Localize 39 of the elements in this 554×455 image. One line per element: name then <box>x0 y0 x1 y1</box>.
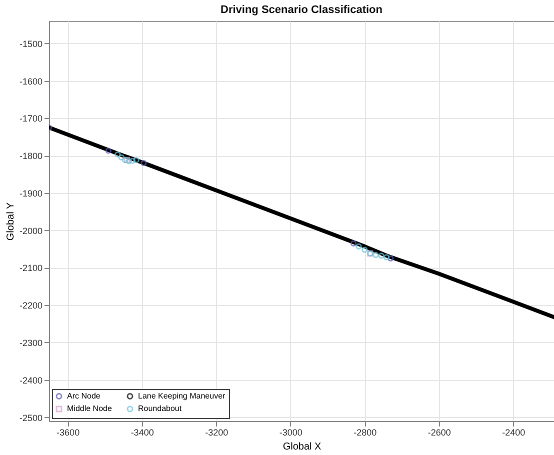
legend-label: Arc Node <box>67 391 101 400</box>
legend-label: Lane Keeping Maneuver <box>138 391 226 400</box>
point <box>140 160 147 166</box>
y-tick-label: -2400 <box>19 375 42 386</box>
line-series <box>49 126 554 320</box>
point <box>383 254 390 260</box>
y-tick-label: -1800 <box>19 151 42 162</box>
x-tick-label: -2600 <box>428 428 451 438</box>
point <box>362 246 368 253</box>
point <box>388 255 394 262</box>
y-axis-title: Global Y <box>5 202 16 241</box>
point <box>105 148 112 154</box>
point <box>372 252 379 258</box>
point <box>356 243 362 250</box>
x-tick-label: -3200 <box>205 428 228 438</box>
y-tick-label: -1900 <box>19 188 42 198</box>
x-axis-title: Global X <box>282 442 322 452</box>
x-tick-label: -3000 <box>279 428 302 438</box>
legend-label: Roundabout <box>138 404 182 413</box>
x-tick-label: -2400 <box>502 428 526 438</box>
y-tick-label: -1700 <box>19 114 42 124</box>
point <box>350 240 357 247</box>
y-tick-label: -2200 <box>19 300 42 311</box>
point <box>118 154 125 161</box>
y-tick-label: -1500 <box>19 38 42 49</box>
x-tick-label: -3400 <box>130 428 154 438</box>
chart-title: Driving Scenario Classification <box>220 4 383 16</box>
point <box>133 156 140 164</box>
y-tick-label: -1600 <box>19 76 42 86</box>
point <box>129 158 136 164</box>
point <box>378 252 384 259</box>
y-tick-label: -2100 <box>19 263 42 274</box>
y-tick-label: -2000 <box>19 226 42 236</box>
x-tick-label: -3600 <box>56 428 80 438</box>
legend-label: Middle Node <box>67 404 112 413</box>
y-tick-label: -2300 <box>19 338 42 348</box>
y-tick-label: -2500 <box>19 412 42 423</box>
point <box>114 151 121 158</box>
x-tick-label: -2800 <box>354 428 377 438</box>
